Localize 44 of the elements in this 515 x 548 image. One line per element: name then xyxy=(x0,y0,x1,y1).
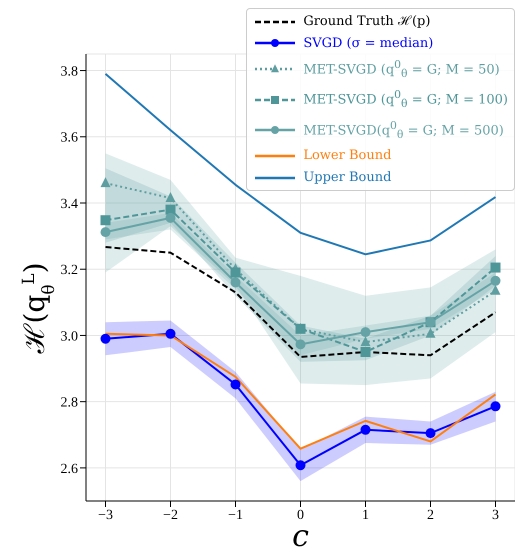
x-tick-label: −3 xyxy=(98,508,113,523)
x-tick-label: 1 xyxy=(362,508,369,523)
legend-label: MET-SVGD (q$^{0}$$_{θ}$ = G; M = 100) xyxy=(303,87,508,112)
line-series xyxy=(104,246,496,358)
y-tick-label: 3.2 xyxy=(60,263,78,278)
point xyxy=(360,336,370,346)
y-tick-label: 3.0 xyxy=(60,329,78,344)
x-tick-label: 3 xyxy=(492,508,499,523)
point xyxy=(296,460,306,470)
point xyxy=(166,204,176,215)
point xyxy=(166,328,176,339)
point xyxy=(100,227,110,238)
point xyxy=(100,177,110,188)
legend-label: Ground Truth ℋ(p) xyxy=(303,13,430,31)
y-tick-label: 3.6 xyxy=(60,130,78,146)
y-tick-label: 3.4 xyxy=(60,196,78,212)
point xyxy=(360,424,370,435)
x-tick-label: 2 xyxy=(427,508,434,523)
point xyxy=(490,276,500,286)
point xyxy=(100,215,110,226)
legend-label: Upper Bound xyxy=(303,168,392,187)
legend-label: MET-SVGD(q$^{0}$$_{θ}$ = G; M = 500) xyxy=(303,118,504,143)
y-tick-label: 3.8 xyxy=(60,64,78,80)
legend-label: Lower Bound xyxy=(303,147,392,166)
point xyxy=(230,268,240,278)
x-tick-label: −2 xyxy=(163,508,178,523)
point xyxy=(360,347,370,357)
legend-label: MET-SVGD (q$^{0}$$_{θ}$ = G; M = 50) xyxy=(303,57,500,82)
point xyxy=(490,262,500,273)
y-tick-label: 2.8 xyxy=(60,396,78,411)
point xyxy=(166,192,176,202)
legend-label: SVGD (σ = median) xyxy=(303,34,434,52)
point xyxy=(490,284,500,295)
point xyxy=(426,328,436,338)
point xyxy=(166,212,176,223)
point xyxy=(360,327,370,338)
point xyxy=(426,428,436,438)
point xyxy=(490,401,500,412)
point xyxy=(230,379,240,390)
y-tick-label: 2.6 xyxy=(60,462,78,477)
point xyxy=(100,334,110,344)
x-tick-label: −1 xyxy=(228,508,243,523)
point xyxy=(296,339,306,350)
point xyxy=(230,277,240,288)
